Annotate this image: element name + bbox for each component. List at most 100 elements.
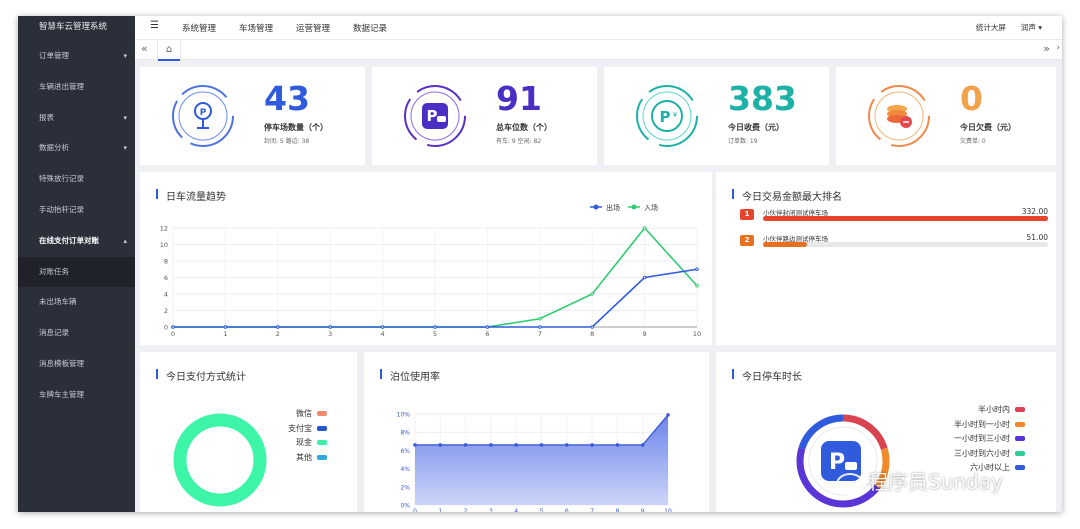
y-tick-label: 6% xyxy=(400,448,410,455)
stat-label: 总车位数（个） xyxy=(496,123,552,132)
stat-value: 383 xyxy=(728,79,797,118)
x-tick-label: 5 xyxy=(433,330,437,338)
y-tick-label: 2% xyxy=(400,484,410,491)
card-title: 今日支付方式统计 xyxy=(156,368,246,383)
legend-item[interactable]: 半小时到一小时 xyxy=(954,419,1025,434)
sidebar-item-report[interactable]: 报表 ▾ xyxy=(18,103,135,134)
sidebar-item-plate-owner[interactable]: 车牌车主管理 xyxy=(39,389,84,399)
legend-item[interactable]: 支付宝 xyxy=(288,423,327,438)
parking-location-icon: P xyxy=(172,85,234,147)
data-point xyxy=(514,443,518,447)
legend-swatch xyxy=(317,425,327,431)
legend-item[interactable]: 一小时到三小时 xyxy=(954,433,1025,448)
legend-label: 六小时以上 xyxy=(970,463,1010,472)
x-tick-label: 8 xyxy=(615,508,619,512)
stat-sub: 有车: 9 空闲: 82 xyxy=(496,138,542,145)
legend-item[interactable]: 现金 xyxy=(288,437,327,452)
legend-item[interactable]: 六小时以上 xyxy=(954,462,1025,477)
svg-text:P: P xyxy=(427,107,438,125)
legend-label: 支付宝 xyxy=(288,423,312,433)
data-point xyxy=(489,443,493,447)
data-point xyxy=(590,292,595,296)
legend-item[interactable]: 三小时到六小时 xyxy=(954,448,1025,463)
data-point xyxy=(642,275,647,280)
svg-text:¥: ¥ xyxy=(673,111,678,119)
sidebar-item-reconcile-task[interactable]: 对账任务 xyxy=(18,256,135,288)
rank-name: 小伙伴封闭测试停车场 xyxy=(763,209,828,217)
sidebar-item-analysis[interactable]: 数据分析 ▾ xyxy=(18,133,135,164)
data-point xyxy=(590,443,594,447)
data-point xyxy=(565,443,569,447)
x-tick-label: 7 xyxy=(590,508,594,512)
x-tick-label: 9 xyxy=(643,330,647,338)
scroll-left-icon[interactable]: « xyxy=(141,42,148,55)
stat-value: 91 xyxy=(496,79,542,118)
nav-records[interactable]: 数据记录 xyxy=(353,24,388,34)
legend-label: 微信 xyxy=(296,409,312,418)
donut-segment xyxy=(796,414,890,508)
x-tick-label: 4 xyxy=(514,508,518,512)
data-point xyxy=(590,325,595,329)
more-icon[interactable]: › xyxy=(1056,43,1060,53)
sidebar-item-vehicle-io[interactable]: 车辆进出管理 xyxy=(39,81,84,91)
y-tick-label: 2 xyxy=(164,307,168,315)
data-point xyxy=(615,443,620,447)
x-tick-label: 3 xyxy=(328,330,332,338)
legend-swatch xyxy=(317,440,327,445)
watermark: 程序员Sunday xyxy=(836,466,1003,495)
sidebar-item-order[interactable]: 订单管理 ▾ xyxy=(18,41,135,72)
legend-item[interactable]: 微信 xyxy=(288,408,327,423)
caret-icon: ▾ xyxy=(123,52,127,60)
legend-item[interactable]: 其他 xyxy=(288,452,327,467)
duration-legend: 半小时内半小时到一小时 一小时到三小时 三小时到六小时 六小时以上 xyxy=(954,404,1025,477)
user-menu[interactable]: 润声 ▾ xyxy=(1020,23,1042,32)
legend-item[interactable]: 半小时内 xyxy=(954,404,1025,419)
legend-swatch xyxy=(317,454,327,460)
data-point xyxy=(666,413,670,417)
sidebar-item-messages[interactable]: 消息记录 xyxy=(39,328,69,338)
data-point xyxy=(171,325,175,329)
sidebar-item-templates[interactable]: 消息模板管理 xyxy=(39,358,84,368)
legend-label: 半小时内 xyxy=(978,405,1010,414)
x-tick-label: 10 xyxy=(664,508,672,512)
sidebar-item-online-reconcile[interactable]: 在线支付订单对账 ▴ xyxy=(18,226,135,257)
stat-card-spaces: P 91 总车位数（个） 有车: 9 空闲: 82 xyxy=(372,67,597,165)
x-tick-label: 1 xyxy=(438,508,442,512)
rank-badge: 2 xyxy=(740,235,754,246)
sidebar-item-unexited[interactable]: 未出场车辆 xyxy=(39,297,77,307)
caret-icon: ▴ xyxy=(123,236,127,245)
data-point xyxy=(463,443,468,447)
big-screen-link[interactable]: 统计大屏 xyxy=(975,23,1006,32)
data-point xyxy=(223,325,228,329)
x-tick-label: 0 xyxy=(171,330,175,338)
coins-icon xyxy=(868,85,930,147)
stat-label: 今日欠费（元） xyxy=(960,123,1016,132)
rank-badge: 1 xyxy=(740,209,754,220)
donut-inner-ring xyxy=(808,426,878,496)
sidebar-item-special-release[interactable]: 特殊放行记录 xyxy=(39,174,84,184)
nav-system[interactable]: 系统管理 xyxy=(182,24,217,34)
sidebar-item-manual-lift[interactable]: 手动抬杆记录 xyxy=(39,204,84,214)
nav-parking[interactable]: 车场管理 xyxy=(239,24,274,34)
x-tick-label: 2 xyxy=(276,330,280,338)
parking-car-icon: P xyxy=(404,85,466,147)
home-tab-icon[interactable]: ⌂ xyxy=(157,40,181,61)
data-point xyxy=(276,325,280,329)
x-tick-label: 0 xyxy=(413,508,417,512)
legend-swatch xyxy=(1015,465,1025,470)
app-title: 智慧车云管理系统 xyxy=(39,22,108,32)
usage-card: 泊位使用率 0% 2% 4% 6% 8% 10% 0 1 2 3 4 5 6 7 8 9 10 xyxy=(364,352,709,512)
data-point xyxy=(433,325,437,329)
stat-value: 0 xyxy=(960,79,983,118)
topbar-right: 统计大屏 润声 ▾ xyxy=(976,22,1042,33)
data-point xyxy=(539,443,544,447)
menu-toggle-icon[interactable]: ☰ xyxy=(150,20,159,31)
legend-dot-in xyxy=(631,204,637,210)
rank-name: 小伙伴路边测试停车场 xyxy=(763,235,828,243)
tabbar: « ⌂ » › xyxy=(135,40,1062,61)
x-tick-label: 1 xyxy=(223,330,227,338)
scroll-right-icon[interactable]: » xyxy=(1043,42,1050,55)
nav-operation[interactable]: 运营管理 xyxy=(296,24,331,34)
stat-sub: 订单数: 19 xyxy=(728,138,758,145)
y-tick-label: 4 xyxy=(164,291,168,299)
